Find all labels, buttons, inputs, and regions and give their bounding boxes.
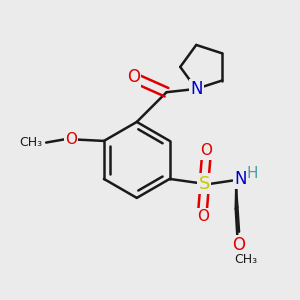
Text: N: N [190,80,203,98]
Text: O: O [65,132,77,147]
Text: O: O [232,236,245,254]
Text: N: N [234,170,247,188]
Text: O: O [127,68,140,86]
Text: CH₃: CH₃ [234,253,257,266]
Text: O: O [197,209,209,224]
Text: O: O [200,143,212,158]
Text: S: S [199,175,210,193]
Text: H: H [246,166,258,181]
Text: CH₃: CH₃ [20,136,43,149]
